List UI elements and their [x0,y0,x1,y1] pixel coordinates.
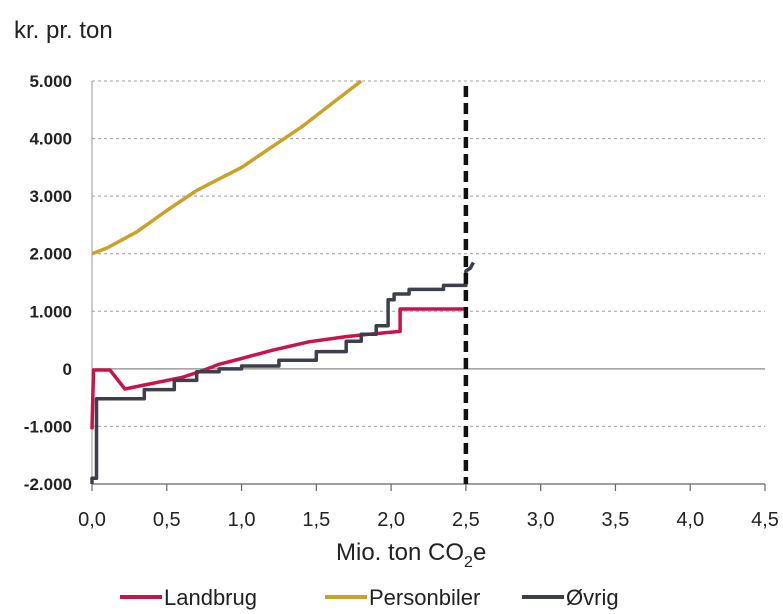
x-tick-label: 0,5 [153,509,181,531]
x-tick-label: 4,0 [676,509,704,531]
x-tick-label: 3,0 [527,509,555,531]
x-axis-title-main: Mio. ton CO [336,539,464,566]
y-axis-title: kr. pr. ton [14,17,113,44]
legend: Landbrug Personbiler Øvrig [120,585,619,610]
y-tick-label: 4.000 [29,130,72,149]
y-tick-labels: -2.000 -1.000 0 1.000 2.000 3.000 4.000 5.000 [24,72,72,494]
x-tick-label: 4,5 [751,509,779,531]
legend-label: Personbiler [369,585,480,610]
x-axis-title-tail: e [473,539,486,566]
y-tick-label: 1.000 [29,302,72,321]
y-tick-label: 0 [63,360,72,379]
legend-label: Øvrig [566,585,619,610]
x-tick-labels: 0,0 0,5 1,0 1,5 2,0 2,5 3,0 3,5 4,0 4,5 [78,509,779,531]
y-tick-label: -1.000 [24,417,72,436]
x-tick-label: 1,5 [302,509,330,531]
y-tick-label: 3.000 [29,187,72,206]
series-line-personbiler [91,79,363,256]
series-lines [90,79,475,484]
x-tick-label: 2,5 [452,509,480,531]
legend-label: Landbrug [164,585,257,610]
y-tick-label: 5.000 [29,72,72,91]
x-tick-label: 2,0 [377,509,405,531]
x-axis [91,81,766,491]
y-tick-label: -2.000 [24,475,72,494]
x-tick-label: 3,5 [602,509,630,531]
y-tick-label: 2.000 [29,245,72,264]
x-axis-title-subscript: 2 [464,554,473,571]
x-tick-label: 1,0 [228,509,256,531]
series-line-landbrug [90,307,466,430]
x-axis-title: Mio. ton CO2e [336,539,486,571]
series-line--vrig [90,261,475,484]
x-tick-label: 0,0 [78,509,106,531]
